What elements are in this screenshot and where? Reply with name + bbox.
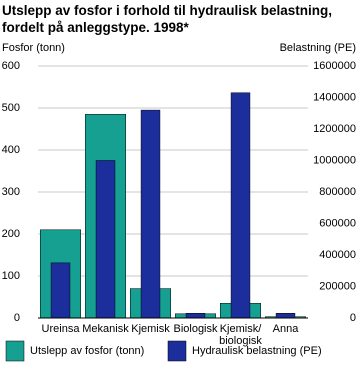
x-tick-label: Kjemisk xyxy=(131,323,170,335)
legend-label: Utslepp av fosfor (tonn) xyxy=(30,345,144,357)
x-tick-label: Ureinsa xyxy=(42,323,81,335)
legend-swatch xyxy=(167,340,187,362)
y2-tick-label: 600000 xyxy=(319,217,356,229)
bar-hydraulic xyxy=(185,313,206,319)
y2-tick-label: 1600000 xyxy=(313,60,356,72)
bar-hydraulic xyxy=(230,92,251,319)
y2-tick-label: 1400000 xyxy=(313,91,356,103)
x-tick-label: Biologisk xyxy=(173,323,218,335)
bar-hydraulic xyxy=(95,160,116,319)
bar-hydraulic xyxy=(50,262,71,319)
y2-tick-label: 200000 xyxy=(319,280,356,292)
bar-hydraulic xyxy=(275,313,296,319)
bar-hydraulic xyxy=(140,109,161,319)
y-tick-label: 200 xyxy=(2,228,20,240)
y-tick-label: 400 xyxy=(2,144,20,156)
y-axis-label: Fosfor (tonn) xyxy=(2,42,65,54)
y2-tick-label: 1000000 xyxy=(313,154,356,166)
y-tick-label: 600 xyxy=(2,60,20,72)
y-tick-label: 100 xyxy=(2,270,20,282)
x-tick-label: Kjemisk/biologisk xyxy=(219,323,262,347)
legend-label: Hydraulisk belastning (PE) xyxy=(192,345,322,357)
y2-tick-label: 400000 xyxy=(319,249,356,261)
x-tick-label: Anna xyxy=(273,323,300,335)
y-tick-label: 0 xyxy=(14,312,20,324)
y2-axis-label: Belastning (PE) xyxy=(280,42,356,54)
y-tick-label: 500 xyxy=(2,102,20,114)
y-tick-label: 300 xyxy=(2,186,20,198)
y2-tick-label: 800000 xyxy=(319,186,356,198)
y2-tick-label: 0 xyxy=(350,312,356,324)
x-tick-label: Mekanisk xyxy=(82,323,129,335)
legend-swatch xyxy=(5,340,25,362)
y2-tick-label: 1200000 xyxy=(313,123,356,135)
chart-title: Utslepp av fosfor i forhold til hydrauli… xyxy=(2,3,332,35)
